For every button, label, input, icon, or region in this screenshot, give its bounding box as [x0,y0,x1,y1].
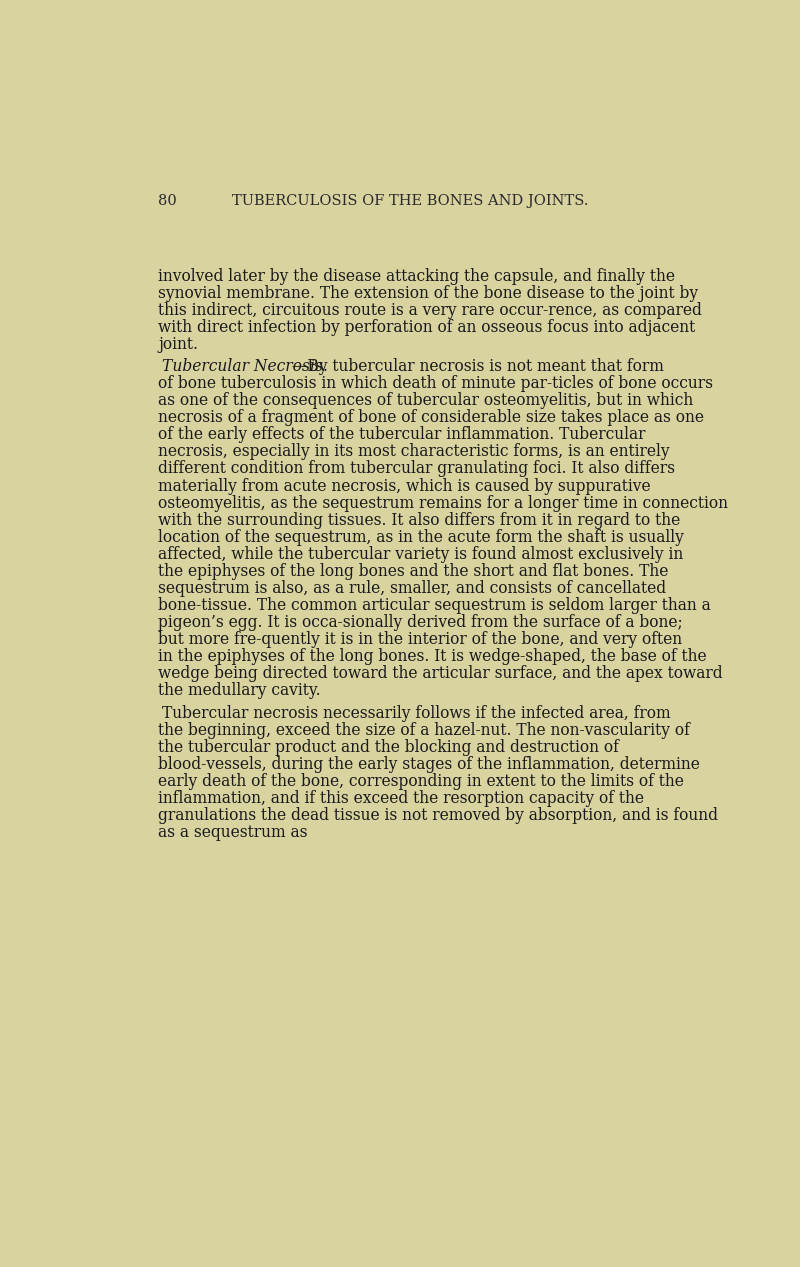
Text: Tubercular Necrosis.: Tubercular Necrosis. [162,359,327,375]
Text: in the epiphyses of the long bones. It is wedge-shaped, the base of the: in the epiphyses of the long bones. It i… [158,649,706,665]
Text: early death of the bone, corresponding in extent to the limits of the: early death of the bone, corresponding i… [158,773,684,789]
Text: the beginning, exceed the size of a hazel-nut. The non-vascularity of: the beginning, exceed the size of a haze… [158,722,690,739]
Text: the epiphyses of the long bones and the short and flat bones. The: the epiphyses of the long bones and the … [158,563,669,580]
Text: —By tubercular necrosis is not meant that form: —By tubercular necrosis is not meant tha… [292,359,664,375]
Text: TUBERCULOSIS OF THE BONES AND JOINTS.: TUBERCULOSIS OF THE BONES AND JOINTS. [232,194,588,208]
Text: synovial membrane. The extension of the bone disease to the joint by: synovial membrane. The extension of the … [158,285,698,302]
Text: of bone tuberculosis in which death of minute par-ticles of bone occurs: of bone tuberculosis in which death of m… [158,375,713,392]
Text: joint.: joint. [158,336,198,352]
Text: with the surrounding tissues. It also differs from it in regard to the: with the surrounding tissues. It also di… [158,512,680,528]
Text: materially from acute necrosis, which is caused by suppurative: materially from acute necrosis, which is… [158,478,650,494]
Text: 80: 80 [158,194,177,208]
Text: location of the sequestrum, as in the acute form the shaft is usually: location of the sequestrum, as in the ac… [158,528,684,546]
Text: pigeon’s egg. It is occa-sionally derived from the surface of a bone;: pigeon’s egg. It is occa-sionally derive… [158,614,683,631]
Text: the medullary cavity.: the medullary cavity. [158,683,321,699]
Text: affected, while the tubercular variety is found almost exclusively in: affected, while the tubercular variety i… [158,546,683,563]
Text: blood-vessels, during the early stages of the inflammation, determine: blood-vessels, during the early stages o… [158,756,700,773]
Text: different condition from tubercular granulating foci. It also differs: different condition from tubercular gran… [158,460,675,478]
Text: wedge being directed toward the articular surface, and the apex toward: wedge being directed toward the articula… [158,665,722,683]
Text: of the early effects of the tubercular inflammation. Tubercular: of the early effects of the tubercular i… [158,426,646,443]
Text: but more fre-quently it is in the interior of the bone, and very often: but more fre-quently it is in the interi… [158,631,682,649]
Text: this indirect, circuitous route is a very rare occur-rence, as compared: this indirect, circuitous route is a ver… [158,302,702,319]
Text: inflammation, and if this exceed the resorption capacity of the: inflammation, and if this exceed the res… [158,791,644,807]
Text: necrosis, especially in its most characteristic forms, is an entirely: necrosis, especially in its most charact… [158,443,670,460]
Text: necrosis of a fragment of bone of considerable size takes place as one: necrosis of a fragment of bone of consid… [158,409,704,426]
Text: the tubercular product and the blocking and destruction of: the tubercular product and the blocking … [158,739,619,756]
Text: sequestrum is also, as a rule, smaller, and consists of cancellated: sequestrum is also, as a rule, smaller, … [158,580,666,597]
Text: granulations the dead tissue is not removed by absorption, and is found: granulations the dead tissue is not remo… [158,807,718,824]
Text: Tubercular necrosis necessarily follows if the infected area, from: Tubercular necrosis necessarily follows … [162,704,670,722]
Text: as one of the consequences of tubercular osteomyelitis, but in which: as one of the consequences of tubercular… [158,393,694,409]
Text: involved later by the disease attacking the capsule, and finally the: involved later by the disease attacking … [158,267,675,285]
Text: with direct infection by perforation of an osseous focus into adjacent: with direct infection by perforation of … [158,319,695,336]
Text: osteomyelitis, as the sequestrum remains for a longer time in connection: osteomyelitis, as the sequestrum remains… [158,494,728,512]
Text: bone-tissue. The common articular sequestrum is seldom larger than a: bone-tissue. The common articular seques… [158,597,711,614]
Text: as a sequestrum as: as a sequestrum as [158,824,308,841]
